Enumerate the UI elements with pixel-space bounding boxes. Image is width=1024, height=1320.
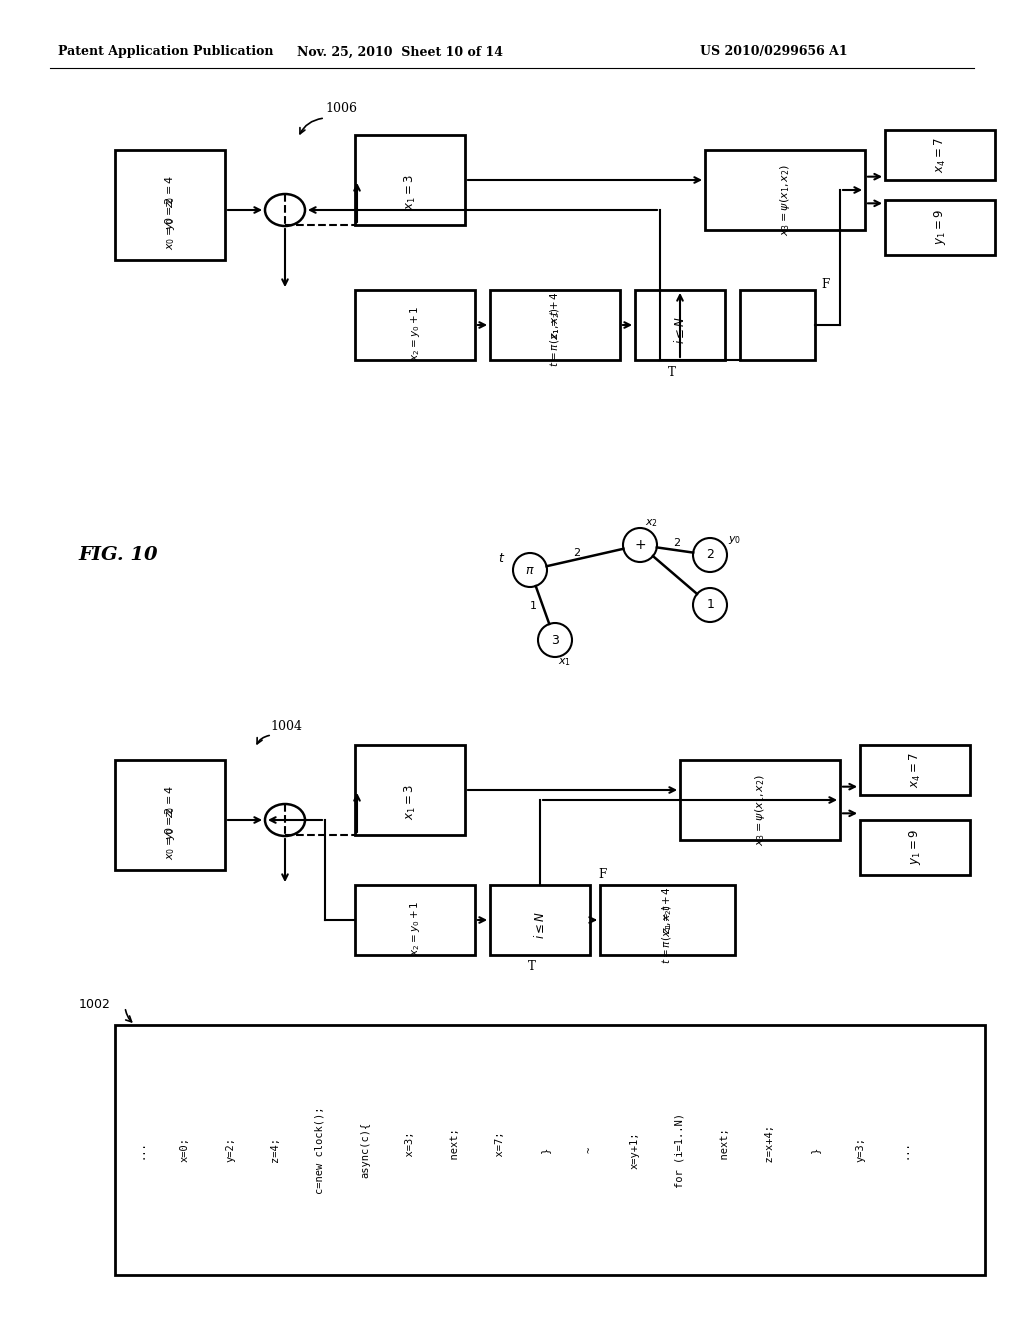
Circle shape [693, 587, 727, 622]
Text: $i \leq N$: $i \leq N$ [673, 315, 687, 345]
Text: ~: ~ [585, 1147, 595, 1154]
Text: Nov. 25, 2010  Sheet 10 of 14: Nov. 25, 2010 Sheet 10 of 14 [297, 45, 503, 58]
Text: ...: ... [135, 1140, 145, 1159]
Text: for (i=1..N): for (i=1..N) [675, 1113, 685, 1188]
Text: $\mathsf{1002}$: $\mathsf{1002}$ [78, 998, 110, 1011]
Text: $2$: $2$ [706, 549, 715, 561]
Text: }: } [810, 1147, 820, 1154]
Text: $z_1 = t + 4$: $z_1 = t + 4$ [660, 886, 675, 935]
Text: $\pi$: $\pi$ [525, 564, 535, 577]
Text: ...: ... [900, 1140, 910, 1159]
Text: x=7;: x=7; [495, 1131, 505, 1168]
Text: $y_0 = 2$: $y_0 = 2$ [163, 197, 177, 230]
Text: $x_3 = \psi(x_1, x_2)$: $x_3 = \psi(x_1, x_2)$ [753, 774, 767, 846]
Text: T: T [668, 366, 676, 379]
Bar [635, 290, 725, 360]
Bar [705, 150, 865, 230]
Text: $y_1 = 9$: $y_1 = 9$ [907, 829, 923, 866]
Circle shape [693, 539, 727, 572]
Text: $x_2 = y_0 + 1$: $x_2 = y_0 + 1$ [408, 900, 422, 956]
Text: $x_2 = y_0 + 1$: $x_2 = y_0 + 1$ [408, 305, 422, 360]
Bar [680, 760, 840, 840]
Bar [490, 290, 620, 360]
Text: $+$: $+$ [634, 539, 646, 552]
Bar [355, 290, 475, 360]
Bar [860, 744, 970, 795]
Text: z=4;: z=4; [270, 1138, 280, 1163]
Text: $t$: $t$ [499, 552, 506, 565]
Text: $y_0 = 2$: $y_0 = 2$ [163, 807, 177, 840]
Text: $t = \pi(x_1, x_2)$: $t = \pi(x_1, x_2)$ [660, 904, 674, 964]
Text: US 2010/0299656 A1: US 2010/0299656 A1 [700, 45, 848, 58]
Text: $x_1 = 3$: $x_1 = 3$ [402, 174, 418, 210]
Text: $z_1 = t + 4$: $z_1 = t + 4$ [548, 290, 562, 339]
Text: 1006: 1006 [325, 102, 357, 115]
Bar [115, 150, 225, 260]
Text: next;: next; [720, 1129, 730, 1172]
Text: F: F [821, 279, 829, 292]
Text: x=0;: x=0; [180, 1138, 190, 1163]
Text: $1$: $1$ [706, 598, 715, 611]
Text: $y_1 = 9$: $y_1 = 9$ [932, 210, 948, 246]
Text: $i \leq N$: $i \leq N$ [534, 911, 547, 939]
Text: $1$: $1$ [528, 599, 537, 611]
Text: async(c){: async(c){ [360, 1122, 370, 1179]
Bar [490, 884, 590, 954]
Text: next;: next; [450, 1129, 460, 1172]
Text: x=y+1;: x=y+1; [630, 1131, 640, 1168]
Bar [355, 135, 465, 224]
Text: }: } [540, 1147, 550, 1154]
Text: $x_1 = 3$: $x_1 = 3$ [402, 784, 418, 820]
Text: y=3;: y=3; [855, 1138, 865, 1163]
Text: c=new clock();: c=new clock(); [315, 1106, 325, 1193]
Bar [885, 129, 995, 180]
Bar [740, 290, 815, 360]
Bar [355, 744, 465, 836]
Bar [355, 884, 475, 954]
Text: $x_2$: $x_2$ [645, 517, 658, 529]
Bar [115, 1026, 985, 1275]
Text: $z_0 = 4$: $z_0 = 4$ [163, 174, 177, 207]
Bar [860, 820, 970, 875]
Text: $z_0 = 4$: $z_0 = 4$ [163, 784, 177, 817]
Text: $x_4 = 7$: $x_4 = 7$ [907, 752, 923, 788]
Text: $3$: $3$ [551, 634, 559, 647]
Text: $x_1$: $x_1$ [558, 656, 571, 668]
Ellipse shape [265, 194, 305, 226]
Text: $2$: $2$ [573, 546, 581, 558]
Ellipse shape [265, 804, 305, 836]
Bar [885, 201, 995, 255]
Text: $t = \pi(x_1, x_2)$: $t = \pi(x_1, x_2)$ [548, 308, 562, 367]
Text: T: T [528, 961, 536, 974]
Text: $x_0 = 0$: $x_0 = 0$ [163, 826, 177, 861]
Text: y=2;: y=2; [225, 1138, 234, 1163]
Text: F: F [598, 869, 606, 882]
Text: z=x+4;: z=x+4; [765, 1125, 775, 1175]
Text: $x_3 = \psi(x_1, x_2)$: $x_3 = \psi(x_1, x_2)$ [778, 164, 792, 236]
Text: $y_0$: $y_0$ [728, 535, 741, 546]
Circle shape [513, 553, 547, 587]
Text: $2$: $2$ [673, 536, 681, 548]
Bar [600, 884, 735, 954]
Text: $x_0 = 0$: $x_0 = 0$ [163, 216, 177, 249]
Circle shape [538, 623, 572, 657]
Text: 1004: 1004 [270, 719, 302, 733]
Bar [115, 760, 225, 870]
Text: x=3;: x=3; [406, 1131, 415, 1168]
Text: Patent Application Publication: Patent Application Publication [58, 45, 273, 58]
Text: FIG. 10: FIG. 10 [78, 546, 158, 564]
Circle shape [623, 528, 657, 562]
Text: $x_4 = 7$: $x_4 = 7$ [933, 137, 947, 173]
